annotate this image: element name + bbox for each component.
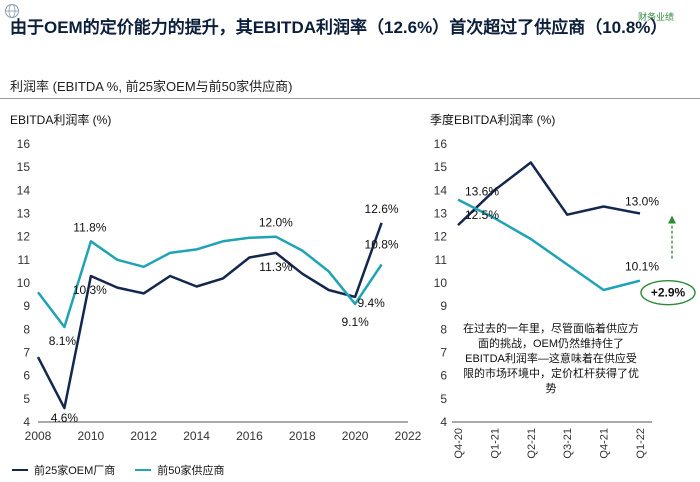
legend-label-oem: 前25家OEM厂商 — [34, 465, 116, 477]
x-tick-label: Q1-22 — [635, 428, 647, 459]
y-tick-label: 9 — [440, 299, 447, 313]
data-label: 13.6% — [465, 185, 499, 199]
y-tick-label: 11 — [18, 253, 31, 267]
series-line-supplier — [457, 198, 641, 292]
x-tick-label: 2012 — [130, 429, 157, 443]
y-tick-label: 7 — [440, 346, 447, 360]
y-tick-label: 7 — [23, 346, 30, 360]
data-label: 9.4% — [357, 296, 385, 310]
quarterly-ebitda-chart: 季度EBITDA利润率 (%) 4 5 6 7 8 9 10 11 12 13 14 15 16 Q4-20… — [430, 112, 659, 459]
legend-label-supplier: 前50家供应商 — [157, 465, 225, 477]
series-line-oem — [36, 222, 383, 410]
y-tick-label: 12 — [17, 230, 31, 244]
data-label: 12.0% — [259, 216, 293, 230]
x-tick-label: Q4-21 — [599, 428, 611, 459]
data-label: 12.6% — [365, 202, 399, 216]
chart-title: 季度EBITDA利润率 (%) — [430, 112, 555, 127]
data-label: 4.6% — [51, 411, 79, 425]
y-tick-label: 6 — [440, 369, 447, 383]
x-tick-label: Q4-20 — [453, 428, 465, 459]
legend-swatch-oem — [12, 469, 28, 471]
data-label: 10.8% — [365, 237, 399, 251]
data-label: 11.3% — [259, 260, 292, 274]
y-tick-label: 11 — [435, 253, 448, 267]
y-tick-label: 15 — [434, 160, 448, 174]
x-tick-label: 2020 — [342, 429, 369, 443]
y-tick-label: 4 — [440, 415, 447, 429]
y-tick-label: 15 — [17, 160, 31, 174]
y-tick-label: 8 — [440, 322, 447, 336]
x-tick-label: 2008 — [25, 429, 52, 443]
page-title: 由于OEM的定价能力的提升，其EBITDA利润率（12.6%）首次超过了供应商（… — [10, 18, 668, 37]
y-tick-label: 16 — [17, 137, 31, 151]
callout-text: 在过去的一年里，尽管面临着供应方面的挑战，OEM仍然维持住了EBITDA利润率—… — [462, 322, 640, 397]
y-tick-label: 10 — [434, 276, 448, 290]
header-divider — [0, 98, 700, 99]
delta-indicator: +2.9% — [640, 215, 696, 306]
data-label: 9.1% — [341, 315, 369, 329]
x-tick-label: 2022 — [395, 429, 422, 443]
data-label: 11.8% — [73, 220, 106, 234]
y-tick-label: 14 — [17, 183, 31, 197]
series-line-oem — [457, 161, 641, 227]
y-tick-label: 13 — [434, 207, 448, 221]
legend-swatch-supplier — [135, 469, 152, 471]
legend: 前25家OEM厂商 前50家供应商 — [12, 462, 225, 478]
data-label: 12.5% — [465, 208, 499, 222]
x-tick-label: Q2-21 — [526, 428, 538, 459]
data-label: 10.1% — [625, 260, 659, 274]
section-brand-label: 财务业绩 — [637, 12, 674, 22]
x-tick-label: 2018 — [289, 429, 316, 443]
y-tick-label: 5 — [440, 392, 447, 406]
delta-bubble — [640, 279, 696, 306]
x-tick-label: 2014 — [183, 429, 210, 443]
x-tick-label: Q1-21 — [489, 428, 501, 459]
y-tick-label: 9 — [23, 299, 30, 313]
delta-value: +2.9% — [651, 286, 686, 300]
chart-title: EBITDA利润率 (%) — [10, 112, 111, 127]
data-label: 10.3% — [73, 283, 107, 297]
legend-item-supplier: 前50家供应商 — [135, 462, 225, 478]
delta-arrow-head — [668, 215, 676, 224]
y-tick-label: 10 — [17, 276, 31, 290]
data-label: 8.1% — [49, 334, 77, 348]
page-subtitle: 利润率 (EBITDA %, 前25家OEM与前50家供应商) — [10, 79, 293, 94]
y-tick-label: 5 — [23, 392, 30, 406]
y-tick-label: 6 — [23, 369, 30, 383]
y-tick-label: 12 — [434, 230, 448, 244]
data-label: 13.0% — [625, 195, 659, 209]
x-tick-label: 2010 — [78, 429, 105, 443]
y-tick-label: 13 — [17, 207, 31, 221]
y-tick-label: 14 — [434, 183, 448, 197]
globe-icon — [5, 4, 19, 18]
series-line-supplier — [37, 235, 383, 329]
y-tick-label: 16 — [434, 137, 448, 151]
x-tick-label: Q3-21 — [562, 428, 574, 459]
annual-ebitda-chart: EBITDA利润率 (%) 4 5 6 7 8 9 10 11 12 13 14 15 16 2008 201… — [10, 112, 422, 443]
x-tick-label: 2016 — [236, 429, 263, 443]
y-tick-label: 4 — [23, 415, 30, 429]
y-tick-label: 8 — [23, 322, 30, 336]
legend-item-oem: 前25家OEM厂商 — [12, 462, 115, 478]
